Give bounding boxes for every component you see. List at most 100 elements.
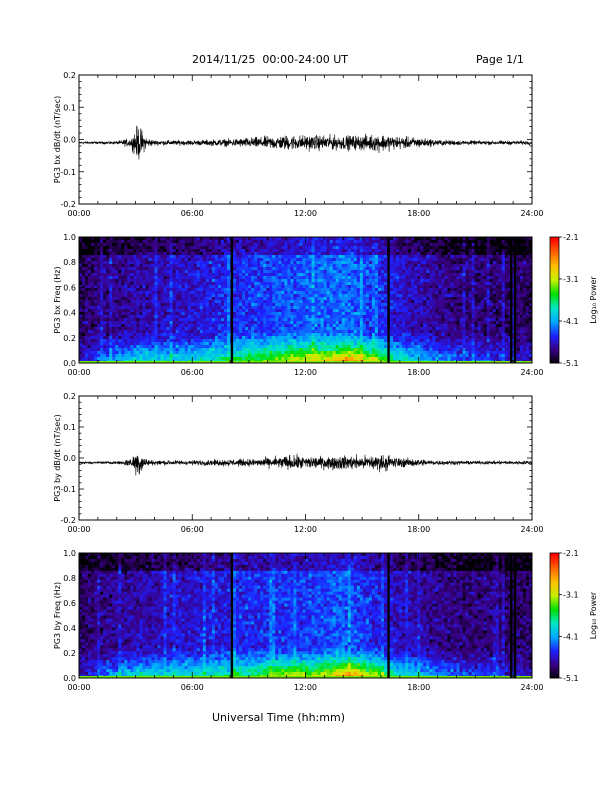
spectrogram-cell <box>211 309 216 313</box>
spectrogram-cell <box>151 357 155 361</box>
spectrogram-cell <box>118 237 122 241</box>
spectrogram-cell <box>103 288 107 292</box>
spectrogram-cell <box>254 252 258 256</box>
spectrogram-cell <box>187 288 192 292</box>
spectrogram-cell <box>290 279 294 283</box>
spectrogram-cell <box>251 276 255 280</box>
spectrogram-cell <box>142 237 146 241</box>
spectrogram-cell <box>148 321 152 325</box>
spectrogram-cell <box>257 300 261 304</box>
spectrogram-cell <box>338 351 343 355</box>
spectrogram-cell <box>193 282 198 286</box>
spectrogram-cell <box>290 300 294 304</box>
spectrogram-cell <box>251 324 255 328</box>
spectrogram-cell <box>157 291 161 295</box>
spectrogram-cell <box>266 330 270 334</box>
spectrogram-cell <box>408 333 412 337</box>
spectrogram-cell <box>344 285 349 289</box>
spectrogram-cell <box>341 330 346 334</box>
spectrogram-cell <box>426 243 430 247</box>
spectrogram-cell <box>281 336 285 340</box>
spectrogram-cell <box>293 315 297 319</box>
spectrogram-cell <box>257 324 261 328</box>
spectrogram-cell <box>381 354 385 358</box>
spectrogram-cell <box>211 342 216 346</box>
spectrogram-cell <box>374 315 379 319</box>
spectrogram-cell <box>426 282 430 286</box>
spectrogram-cell <box>142 333 146 337</box>
spectrogram-cell <box>254 339 258 343</box>
spectrogram-cell <box>184 321 189 325</box>
spectrogram-cell <box>287 282 291 286</box>
spectrogram-cell <box>199 252 204 256</box>
spectrogram-cell <box>338 357 343 361</box>
spectrogram-cell <box>208 249 213 253</box>
spectrogram-cell <box>332 333 337 337</box>
spectrogram-cell <box>390 354 394 358</box>
spectrogram-cell <box>317 312 321 316</box>
spectrogram-cell <box>414 303 418 307</box>
spectrogram-cell <box>347 318 352 322</box>
spectrogram-cell <box>311 255 315 259</box>
spectrogram-cell <box>320 324 325 328</box>
spectrogram-cell <box>335 300 340 304</box>
spectrogram-cell <box>148 342 152 346</box>
spectrogram-cell <box>393 312 397 316</box>
spectrogram-cell <box>199 258 204 262</box>
spectrogram-cell <box>311 294 315 298</box>
spectrogram-cell <box>118 255 122 259</box>
spectrogram-cell <box>205 237 210 241</box>
spectrogram-cell <box>287 312 291 316</box>
spectrogram-cell <box>242 351 246 355</box>
spectrogram-cell <box>223 351 228 355</box>
spectrogram-cell <box>220 309 225 313</box>
spectrogram-cell <box>338 258 343 262</box>
spectrogram-cell <box>335 273 340 277</box>
spectrogram-cell <box>172 327 177 331</box>
spectrogram-cell <box>136 258 140 262</box>
spectrogram-cell <box>245 264 249 268</box>
spectrogram-cell <box>133 303 137 307</box>
spectrogram-cell <box>381 246 385 250</box>
spectrogram-cell <box>423 297 427 301</box>
spectrogram-cell <box>136 300 140 304</box>
spectrogram-cell <box>242 303 246 307</box>
spectrogram-cell <box>341 348 346 352</box>
spectrogram-cell <box>163 249 167 253</box>
spectrogram-cell <box>257 336 261 340</box>
spectrogram-cell <box>320 333 325 337</box>
spectrogram-cell <box>396 327 400 331</box>
spectrogram-cell <box>257 306 261 310</box>
spectrogram-cell <box>97 327 101 331</box>
spectrogram-cell <box>320 276 325 280</box>
spectrogram-cell <box>269 264 273 268</box>
spectrogram-cell <box>202 303 207 307</box>
spectrogram-cell <box>115 312 119 316</box>
spectrogram-cell <box>172 240 177 244</box>
spectrogram-cell <box>353 351 358 355</box>
spectrogram-cell <box>257 279 261 283</box>
spectrogram-cell <box>245 246 249 250</box>
spectrogram-cell <box>115 243 119 247</box>
spectrogram-cell <box>287 246 291 250</box>
spectrogram-cell <box>390 282 394 286</box>
spectrogram-cell <box>305 240 309 244</box>
spectrogram-cell <box>118 285 122 289</box>
spectrogram-cell <box>266 333 270 337</box>
spectrogram-cell <box>181 330 186 334</box>
spectrogram-cell <box>242 327 246 331</box>
spectrogram-cell <box>278 258 282 262</box>
spectrogram-cell <box>275 249 279 253</box>
spectrogram-cell <box>287 357 291 361</box>
spectrogram-cell <box>317 357 321 361</box>
spectrogram-cell <box>178 264 183 268</box>
spectrogram-cell <box>323 324 328 328</box>
spectrogram-cell <box>236 240 240 244</box>
spectrogram-cell <box>193 336 198 340</box>
spectrogram-cell <box>314 315 318 319</box>
spectrogram-cell <box>112 330 116 334</box>
spectrogram-cell <box>142 264 146 268</box>
spectrogram-cell <box>214 249 219 253</box>
spectrogram-cell <box>163 321 167 325</box>
spectrogram-cell <box>308 246 312 250</box>
